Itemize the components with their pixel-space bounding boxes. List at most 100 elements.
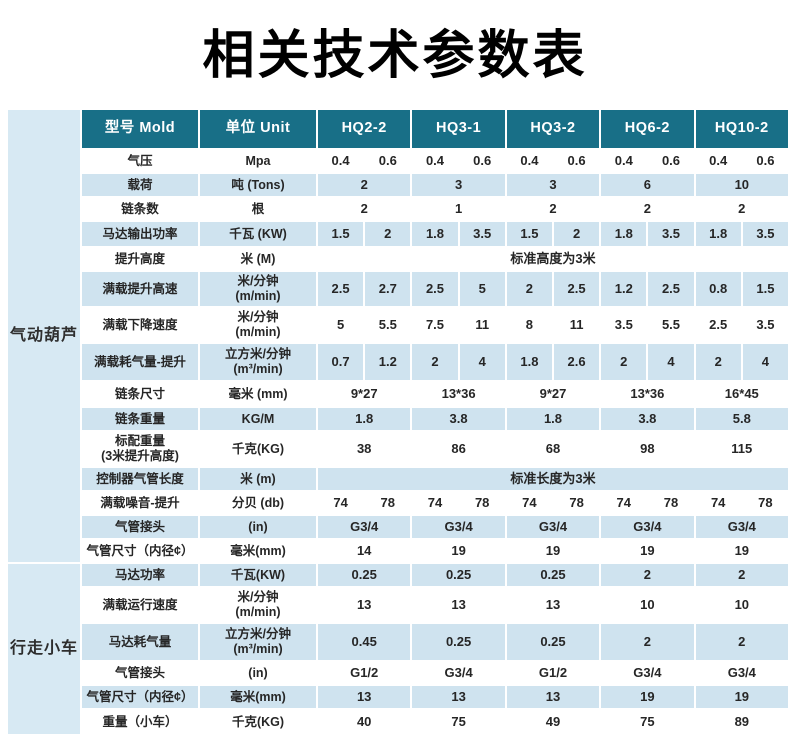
- unit-cell: 米/分钟 (m/min): [200, 588, 316, 622]
- header-model-hq2-2: HQ2-2: [318, 110, 411, 148]
- value-cell: 78: [365, 492, 411, 514]
- value-cell: 4: [742, 344, 788, 380]
- value-cell: 5: [318, 308, 364, 342]
- value-cell: 13: [318, 686, 411, 708]
- value-cell: 2: [365, 222, 411, 246]
- value-cell: 2: [601, 198, 694, 220]
- value-cell: 14: [318, 540, 411, 562]
- value-cell: 0.4: [412, 150, 458, 172]
- row-label: 链条重量: [82, 408, 198, 430]
- value-cell: 1.8: [601, 222, 647, 246]
- unit-cell: 分贝 (db): [200, 492, 316, 514]
- unit-cell: 米/分钟 (m/min): [200, 308, 316, 342]
- value-cell: 2.5: [648, 272, 694, 306]
- value-cell: 1.8: [412, 222, 458, 246]
- unit-cell: 米/分钟 (m/min): [200, 272, 316, 306]
- value-cell: 0.45: [318, 624, 411, 660]
- value-cell: 19: [695, 686, 788, 708]
- value-cell: G3/4: [318, 516, 411, 538]
- value-cell: 0.6: [742, 150, 788, 172]
- value-cell: 3: [506, 174, 600, 196]
- value-cell: 13: [318, 588, 411, 622]
- unit-cell: 吨 (Tons): [200, 174, 316, 196]
- row-label: 载荷: [82, 174, 198, 196]
- unit-cell: 毫米 (mm): [200, 382, 316, 406]
- row-label: 满载耗气量-提升: [82, 344, 198, 380]
- value-cell: G3/4: [695, 662, 788, 684]
- value-cell: 9*27: [506, 382, 600, 406]
- value-cell: 1.5: [506, 222, 552, 246]
- value-cell: 2: [695, 624, 788, 660]
- value-cell: 89: [695, 710, 788, 734]
- value-cell: 19: [695, 540, 788, 562]
- value-cell: 2: [601, 564, 694, 586]
- value-cell: 75: [601, 710, 694, 734]
- value-cell: 10: [695, 174, 788, 196]
- value-cell: 1.5: [742, 272, 788, 306]
- value-cell: 3.5: [648, 222, 694, 246]
- value-cell: 2: [695, 344, 741, 380]
- value-cell: 7.5: [412, 308, 458, 342]
- value-cell: 1.8: [506, 408, 600, 430]
- unit-cell: 千瓦 (KW): [200, 222, 316, 246]
- value-cell: 3.5: [601, 308, 647, 342]
- value-cell: 1: [412, 198, 505, 220]
- value-cell: 8: [506, 308, 552, 342]
- header-model-col: 型号 Mold: [82, 110, 198, 148]
- value-cell: 0.25: [412, 624, 505, 660]
- value-cell: 0.4: [318, 150, 364, 172]
- value-cell: 4: [459, 344, 505, 380]
- row-label: 满载运行速度: [82, 588, 198, 622]
- value-cell: 3: [412, 174, 505, 196]
- value-cell: 13*36: [601, 382, 694, 406]
- value-cell: 3.8: [601, 408, 694, 430]
- row-label: 满载下降速度: [82, 308, 198, 342]
- value-cell: G3/4: [506, 516, 600, 538]
- value-cell: 74: [412, 492, 458, 514]
- value-cell: 0.6: [365, 150, 411, 172]
- value-cell: 5.5: [365, 308, 411, 342]
- value-cell: 1.5: [318, 222, 364, 246]
- value-cell: 2: [601, 344, 647, 380]
- row-label: 标配重量 (3米提升高度): [82, 432, 198, 466]
- value-cell: G3/4: [412, 516, 505, 538]
- value-cell: 75: [412, 710, 505, 734]
- header-model-hq10-2: HQ10-2: [695, 110, 788, 148]
- value-cell: G1/2: [318, 662, 411, 684]
- value-cell: 13: [412, 686, 505, 708]
- value-cell: 78: [554, 492, 600, 514]
- value-cell: 10: [601, 588, 694, 622]
- value-cell: 1.8: [318, 408, 411, 430]
- value-cell: 74: [601, 492, 647, 514]
- value-cell: 49: [506, 710, 600, 734]
- value-cell: 0.25: [318, 564, 411, 586]
- value-cell: 38: [318, 432, 411, 466]
- value-cell: 0.25: [506, 564, 600, 586]
- value-cell: 0.7: [318, 344, 364, 380]
- page-title: 相关技术参数表: [202, 27, 588, 85]
- value-cell: 2.6: [554, 344, 600, 380]
- value-cell: 40: [318, 710, 411, 734]
- value-cell: 11: [459, 308, 505, 342]
- value-cell: G3/4: [412, 662, 505, 684]
- value-cell: 5.5: [648, 308, 694, 342]
- value-cell: G3/4: [601, 516, 694, 538]
- unit-cell: Mpa: [200, 150, 316, 172]
- unit-cell: 毫米(mm): [200, 540, 316, 562]
- value-cell: 0.25: [506, 624, 600, 660]
- value-cell: 2.5: [554, 272, 600, 306]
- unit-cell: 毫米(mm): [200, 686, 316, 708]
- value-cell: 3.5: [459, 222, 505, 246]
- value-cell: 0.6: [648, 150, 694, 172]
- row-label: 提升高度: [82, 248, 198, 270]
- value-cell: 68: [506, 432, 600, 466]
- row-label: 链条数: [82, 198, 198, 220]
- row-label: 马达输出功率: [82, 222, 198, 246]
- value-cell: 13: [506, 588, 600, 622]
- value-cell: 19: [601, 686, 694, 708]
- value-cell: 2: [318, 198, 411, 220]
- value-cell: 115: [695, 432, 788, 466]
- value-cell-span: 标准高度为3米: [318, 248, 788, 270]
- value-cell-span: 标准长度为3米: [318, 468, 788, 490]
- value-cell: 2: [318, 174, 411, 196]
